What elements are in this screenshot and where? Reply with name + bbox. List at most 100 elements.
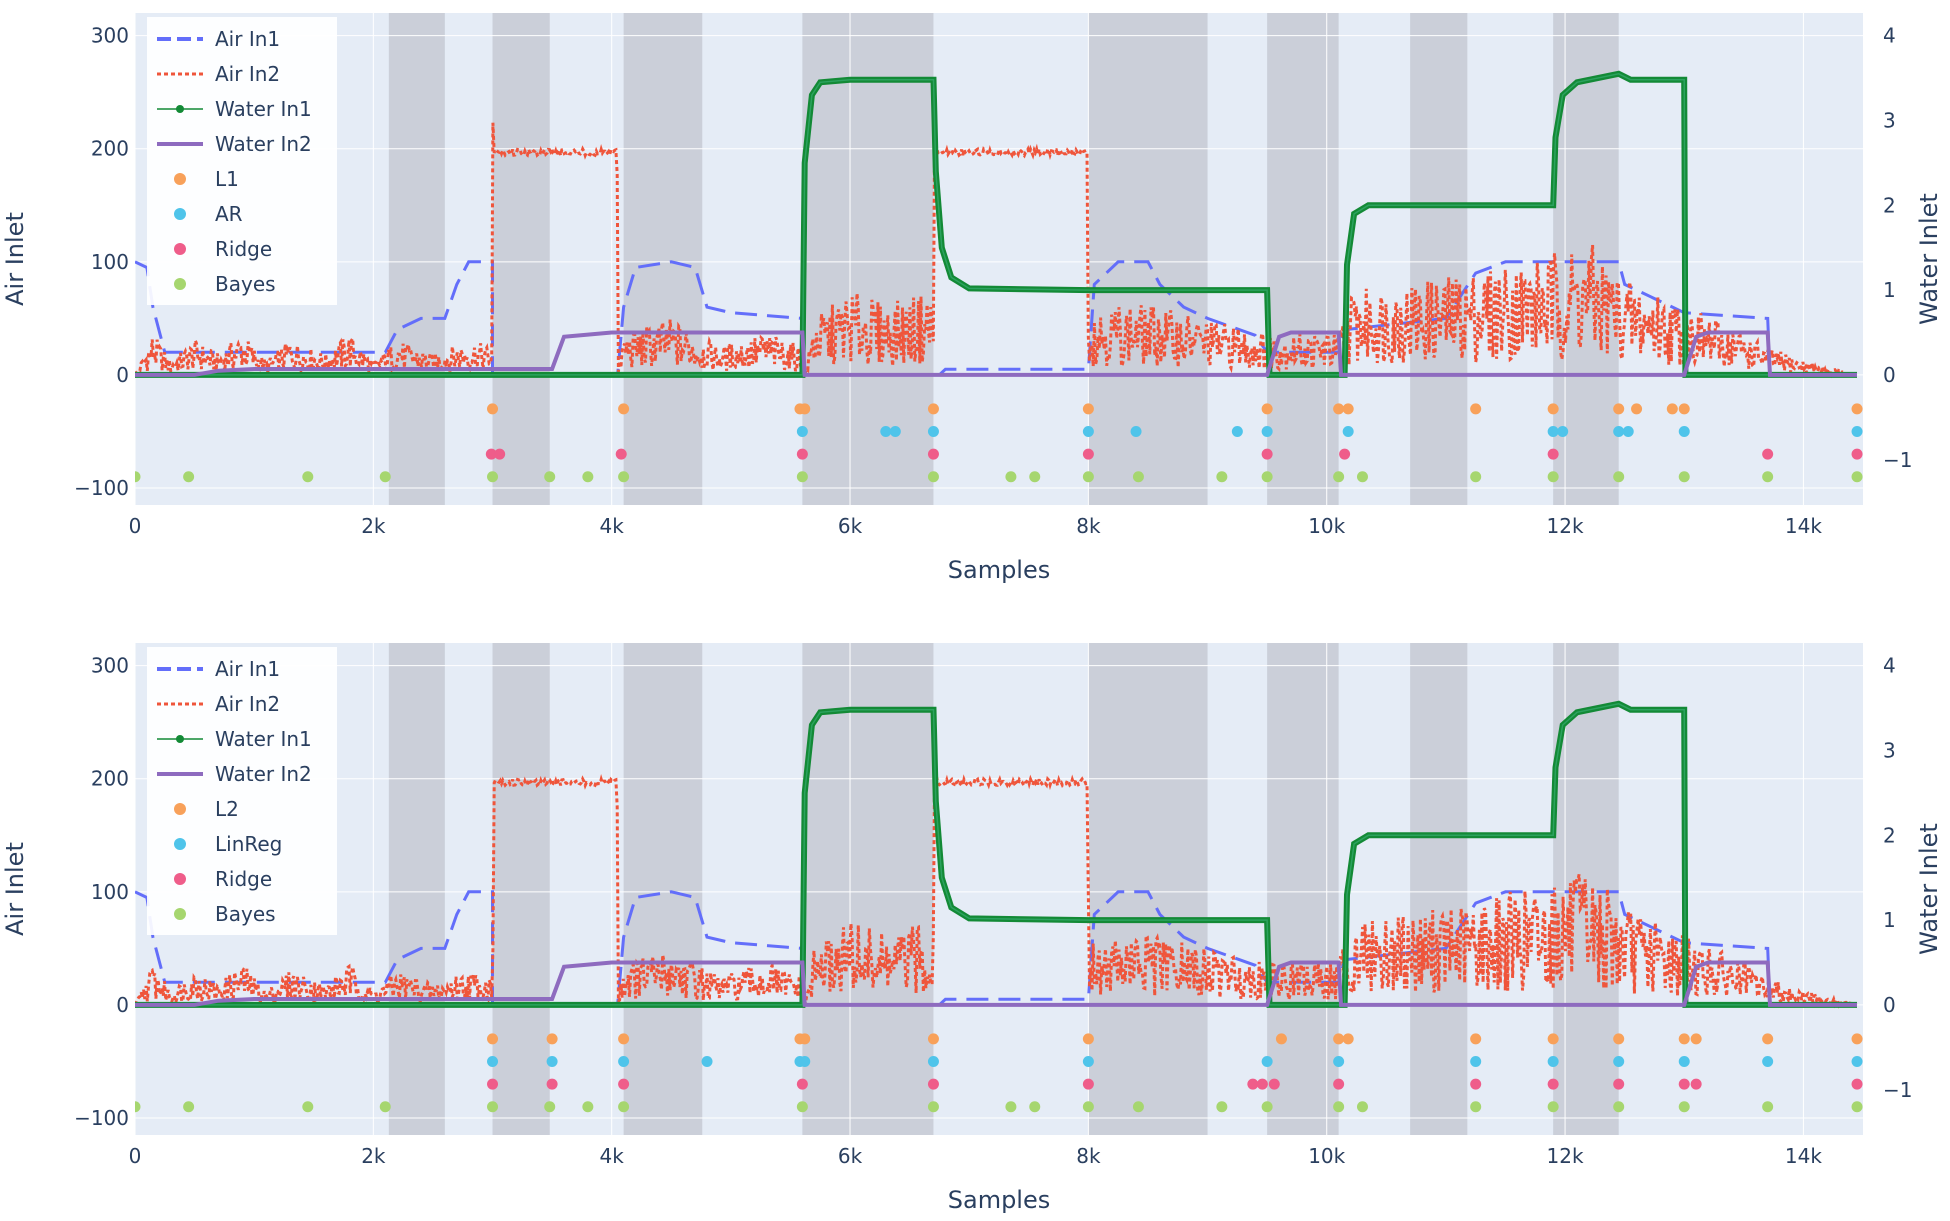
y2-tick-label: 0 [1883,993,1896,1017]
marker-bayes [1029,471,1041,483]
y-tick-label: 200 [91,137,129,161]
legend-label-bayes: Bayes [215,272,276,296]
marker-bayes [302,1101,314,1113]
shaded-region [623,643,703,1135]
marker-bayes [1082,1101,1094,1113]
marker-bayes [618,1101,630,1113]
marker-bayes [1762,471,1774,483]
legend-swatch-marker-water-in1 [176,735,184,743]
shaded-region [388,13,445,505]
marker-l2 [1762,1033,1774,1045]
marker-l1 [1082,403,1094,415]
marker-bayes [1356,471,1368,483]
marker-ar [927,425,939,437]
marker-bayes [487,471,499,483]
shaded-region [1267,13,1339,505]
marker-ridge [1256,1078,1268,1090]
legend-swatch-ar [174,208,186,220]
x-axis-title: Samples [948,1186,1051,1214]
marker-linreg [618,1055,630,1067]
chart-panel-top: 0 2k 4k 6k 8k 10k 12k 14k−1000100200300−101234S… [1,13,1943,584]
y-tick-label: 0 [116,993,129,1017]
x-tick-label: 10k [1308,514,1345,538]
marker-l2 [546,1033,558,1045]
x-tick-label: 2k [361,514,386,538]
shaded-region [492,643,550,1135]
marker-l1 [1666,403,1678,415]
legend-swatch-linreg [174,838,186,850]
marker-linreg [1613,1055,1625,1067]
y2-tick-label: 1 [1883,908,1896,932]
marker-ridge [1470,1078,1482,1090]
marker-bayes [582,1101,594,1113]
marker-bayes [796,1101,808,1113]
marker-ridge [1690,1078,1702,1090]
marker-l2 [618,1033,630,1045]
marker-ridge [1261,448,1273,460]
series-water-in2 [135,330,1857,377]
marker-linreg [1470,1055,1482,1067]
marker-bayes [1333,1101,1345,1113]
marker-l2 [1275,1033,1287,1045]
shaded-region [1267,643,1339,1135]
marker-l1 [1333,403,1345,415]
marker-linreg [487,1055,499,1067]
x-tick-label: 4k [600,1144,625,1168]
marker-ridge [487,1078,499,1090]
marker-ridge [1547,448,1559,460]
marker-bayes [1005,1101,1017,1113]
marker-linreg [701,1055,713,1067]
marker-l1 [1342,403,1354,415]
legend-swatch-marker-water-in1 [176,105,184,113]
y2-axis-title: Water Inlet [1915,193,1943,325]
chart-panel-bottom: 0 2k 4k 6k 8k 10k 12k 14k−1000100200300−101234S… [1,643,1943,1214]
y2-axis-title: Water Inlet [1915,823,1943,955]
marker-l1 [1851,403,1863,415]
x-tick-label: 8k [1076,1144,1101,1168]
legend-swatch-bayes [174,278,186,290]
legend-box [147,647,337,935]
legend-label-l1: L1 [215,167,239,191]
marker-ar [1613,425,1625,437]
marker-ridge [1082,1078,1094,1090]
y-axis-title: Air Inlet [1,842,29,936]
marker-ridge [796,1078,808,1090]
series-air-in2 [135,122,1858,379]
y2-tick-label: 2 [1883,823,1896,847]
legend-label-air-in2: Air In2 [215,692,280,716]
marker-ridge [1762,448,1774,460]
marker-l2 [487,1033,499,1045]
marker-l1 [1470,403,1482,415]
marker-linreg [1082,1055,1094,1067]
legend-label-water-in1: Water In1 [215,727,312,751]
series-air-in1 [135,890,1857,1007]
marker-bayes [135,1101,141,1113]
legend-swatch-ridge [174,243,186,255]
marker-bayes [1851,1101,1863,1113]
marker-ridge [1547,1078,1559,1090]
marker-linreg [1547,1055,1559,1067]
marker-ridge [796,448,808,460]
shaded-region [623,13,703,505]
marker-bayes [1029,1101,1041,1113]
legend-label-air-in2: Air In2 [215,62,280,86]
marker-ridge [1613,1078,1625,1090]
y2-tick-label: 1 [1883,278,1896,302]
marker-bayes [1216,1101,1228,1113]
marker-l1 [487,403,499,415]
legend-label-l2: L2 [215,797,239,821]
shaded-region [492,13,550,505]
marker-l1 [1631,403,1643,415]
shaded-region [1088,13,1208,505]
legend-box [147,17,337,305]
marker-bayes [1261,1101,1273,1113]
marker-l2 [1690,1033,1702,1045]
y2-tick-label: 3 [1883,738,1896,762]
marker-bayes [1678,1101,1690,1113]
marker-bayes [927,471,939,483]
legend: Air In1 Air In2 Water In1 Water In2 L2 LinReg… [147,647,337,935]
marker-l1 [927,403,939,415]
legend-label-bayes: Bayes [215,902,276,926]
marker-ar [1622,425,1634,437]
marker-ar [1342,425,1354,437]
